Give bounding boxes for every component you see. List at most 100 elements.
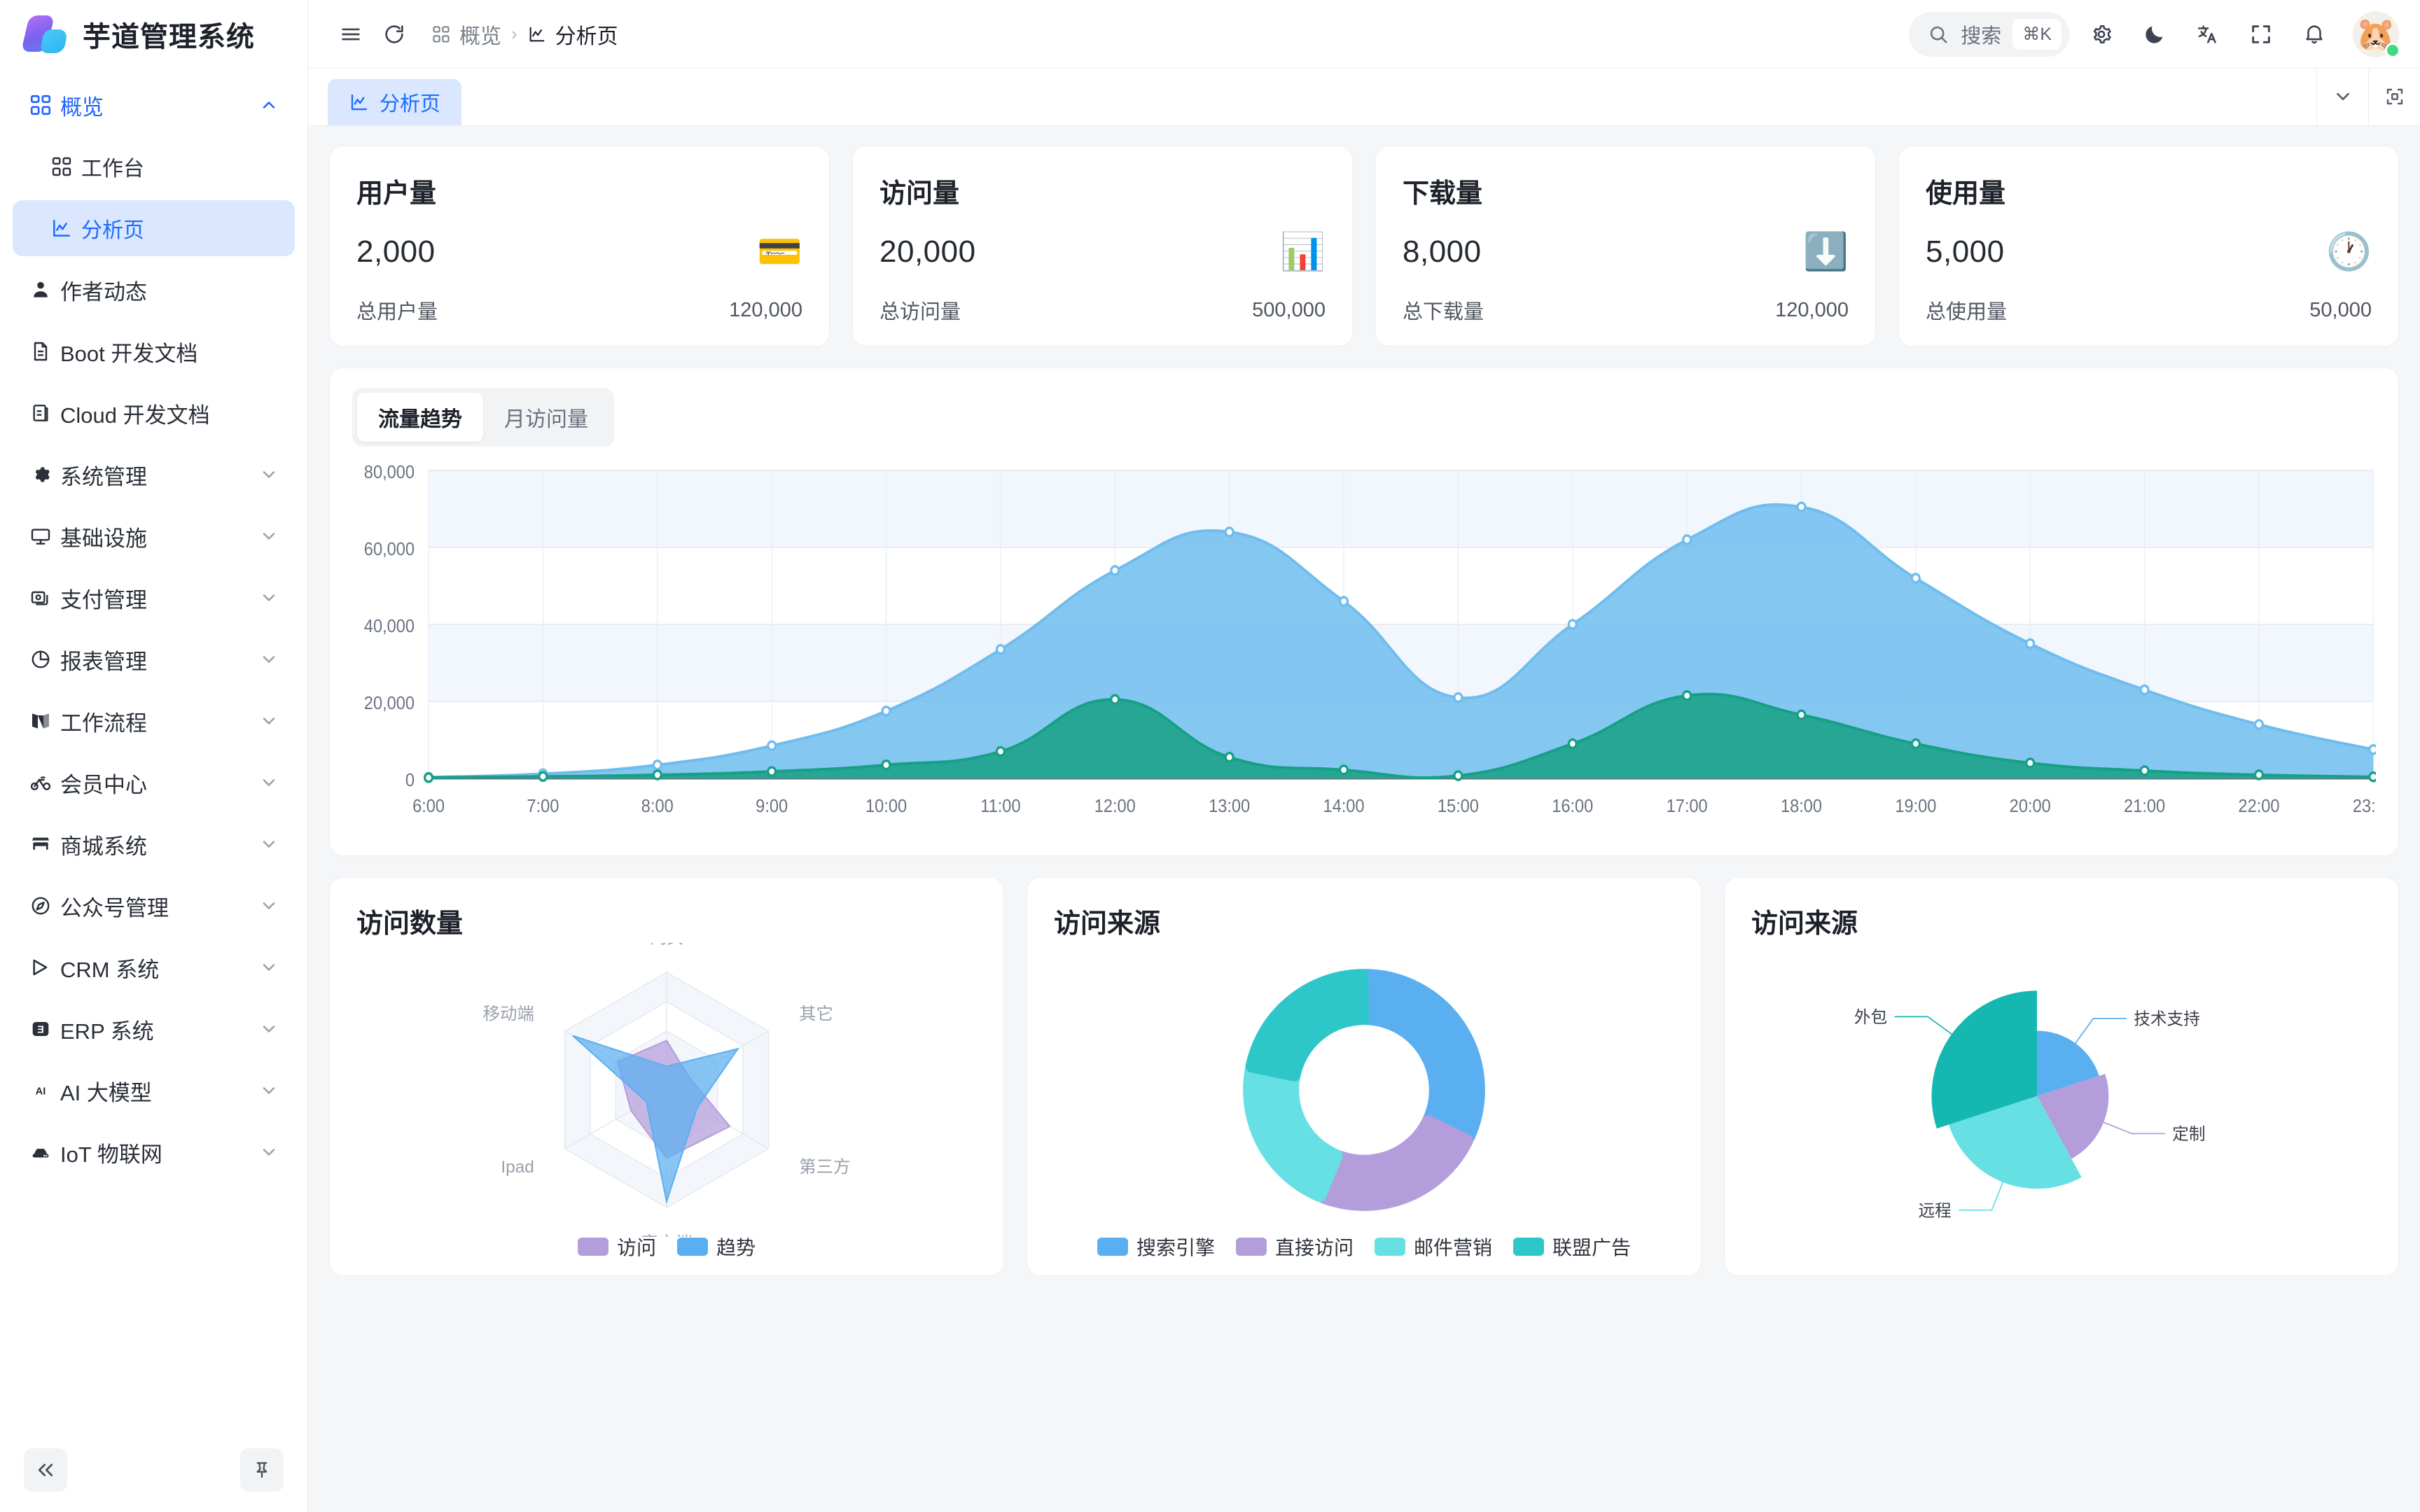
sidebar-item-payment[interactable]: 支付管理 <box>13 570 295 626</box>
chevron-down-icon[interactable] <box>257 1019 281 1039</box>
sidebar-item-label: 支付管理 <box>60 587 147 612</box>
grid-icon <box>46 155 77 178</box>
stat-value: 2,000 <box>356 234 436 269</box>
tab-analysis[interactable]: 分析页 <box>328 79 462 125</box>
legend-item[interactable]: 邮件营销 <box>1375 1233 1492 1261</box>
legend-item[interactable]: 直接访问 <box>1235 1233 1354 1261</box>
chevron-down-icon[interactable] <box>257 896 281 916</box>
gear-icon[interactable] <box>2080 13 2123 56</box>
svg-text:15:00: 15:00 <box>1438 797 1479 816</box>
sidebar-item-cloud-docs[interactable]: Cloud 开发文档 <box>13 385 295 441</box>
svg-text:11:00: 11:00 <box>980 797 1020 816</box>
flow-icon <box>25 710 56 732</box>
chevron-down-icon[interactable] <box>257 834 281 854</box>
legend-item[interactable]: 联盟广告 <box>1513 1233 1631 1261</box>
erp-icon: Ǝ <box>25 1018 56 1040</box>
svg-text:8:00: 8:00 <box>641 797 674 816</box>
topbar-actions: 搜索 ⌘K 🐹 <box>1909 10 2400 58</box>
sidebar-item-boot-docs[interactable]: Boot 开发文档 <box>13 323 295 379</box>
breadcrumb-item-analysis[interactable]: 分析页 <box>527 19 618 50</box>
page-content: 用户量 2,000 💳 总用户量 120,000 访问量 20,000 📊 <box>308 126 2420 1512</box>
sidebar-item-ai[interactable]: AI AI 大模型 <box>13 1063 295 1119</box>
payment-icon <box>25 587 56 609</box>
grid-icon <box>431 24 451 44</box>
svg-text:40,000: 40,000 <box>364 617 415 636</box>
sidebar-item-report[interactable]: 报表管理 <box>13 631 295 687</box>
pin-sidebar-button[interactable] <box>240 1448 284 1492</box>
radar-legend: 访问 趋势 <box>356 1233 977 1261</box>
sidebar: 芋道管理系统 概览 工作台 分析页 作者动态 Boot <box>0 0 308 1512</box>
legend-label: 访问 <box>616 1237 656 1259</box>
stat-foot-value: 500,000 <box>1252 298 1326 321</box>
sidebar-item-workbench[interactable]: 工作台 <box>13 139 295 195</box>
main-area: 概览 › 分析页 搜索 ⌘K <box>308 0 2420 1512</box>
legend-item[interactable]: 趋势 <box>677 1233 756 1261</box>
legend-item[interactable]: 访问 <box>577 1233 656 1261</box>
chevron-down-icon[interactable] <box>257 773 281 792</box>
svg-text:0: 0 <box>405 771 415 790</box>
compass-icon <box>25 895 56 917</box>
segment-monthly-visits[interactable]: 月访问量 <box>504 408 588 431</box>
chevron-down-icon[interactable] <box>257 1142 281 1162</box>
member-icon <box>25 771 56 794</box>
svg-text:AI: AI <box>36 1086 46 1097</box>
moon-icon[interactable] <box>2133 13 2176 56</box>
sidebar-item-system[interactable]: 系统管理 <box>13 447 295 503</box>
sidebar-item-workflow[interactable]: 工作流程 <box>13 693 295 749</box>
svg-text:6:00: 6:00 <box>412 797 445 816</box>
chevron-up-icon[interactable] <box>257 95 281 115</box>
chevron-down-icon[interactable] <box>257 588 281 608</box>
chevron-down-icon[interactable] <box>257 1081 281 1100</box>
stat-title: 用户量 <box>356 179 437 209</box>
breadcrumb-item-overview[interactable]: 概览 <box>431 19 501 50</box>
legend-item[interactable]: 搜索引擎 <box>1097 1233 1215 1261</box>
segment-traffic-trend[interactable]: 流量趋势 <box>357 393 483 442</box>
chevron-down-icon[interactable] <box>257 526 281 546</box>
legend-swatch <box>1235 1238 1267 1256</box>
svg-text:9:00: 9:00 <box>756 797 788 816</box>
search-input[interactable]: 搜索 ⌘K <box>1909 11 2070 57</box>
sidebar-item-iot[interactable]: IoT 物联网 <box>13 1124 295 1180</box>
translate-icon[interactable] <box>2186 13 2230 56</box>
avatar[interactable]: 🐹 <box>2353 10 2400 58</box>
sidebar-item-erp[interactable]: Ǝ ERP 系统 <box>13 1001 295 1057</box>
sidebar-item-mp[interactable]: 公众号管理 <box>13 878 295 934</box>
bell-icon[interactable] <box>2293 13 2336 56</box>
stat-foot-value: 120,000 <box>729 298 802 321</box>
svg-text:20,000: 20,000 <box>364 694 415 713</box>
svg-text:第三方: 第三方 <box>799 1158 850 1177</box>
sidebar-item-member[interactable]: 会员中心 <box>13 755 295 811</box>
chevron-down-icon[interactable] <box>2316 68 2368 125</box>
brand[interactable]: 芋道管理系统 <box>0 0 307 69</box>
sidebar-item-mall[interactable]: 商城系统 <box>13 816 295 872</box>
chevron-down-icon[interactable] <box>257 465 281 484</box>
legend-label: 直接访问 <box>1274 1237 1354 1259</box>
svg-text:Ipad: Ipad <box>501 1158 534 1177</box>
sidebar-item-overview[interactable]: 概览 <box>13 77 295 133</box>
sidebar-item-infrastructure[interactable]: 基础设施 <box>13 508 295 564</box>
collapse-sidebar-button[interactable] <box>24 1448 67 1492</box>
sidebar-item-analysis[interactable]: 分析页 <box>13 200 295 256</box>
sidebar-item-label: 报表管理 <box>60 649 147 674</box>
fullscreen-icon[interactable] <box>2239 13 2283 56</box>
sidebar-item-label: 商城系统 <box>60 834 147 859</box>
stat-value: 8,000 <box>1403 234 1482 269</box>
stat-foot-label: 总下载量 <box>1403 301 1484 323</box>
chevron-down-icon[interactable] <box>257 958 281 977</box>
user-icon <box>25 279 56 301</box>
stat-foot-label: 总访问量 <box>879 301 961 323</box>
status-badge <box>2385 42 2400 58</box>
svg-text:22:00: 22:00 <box>2238 797 2279 816</box>
chart-icon <box>527 24 547 44</box>
chevron-down-icon[interactable] <box>257 711 281 731</box>
svg-text:12:00: 12:00 <box>1094 797 1136 816</box>
hamburger-icon[interactable] <box>329 13 373 56</box>
legend-swatch <box>1097 1238 1128 1256</box>
sidebar-item-author-feed[interactable]: 作者动态 <box>13 262 295 318</box>
maximize-icon[interactable] <box>2368 68 2420 125</box>
refresh-icon[interactable] <box>373 13 416 56</box>
stat-card-row: 用户量 2,000 💳 总用户量 120,000 访问量 20,000 📊 <box>329 146 2399 346</box>
sidebar-item-crm[interactable]: CRM 系统 <box>13 939 295 995</box>
pie-icon <box>25 648 56 671</box>
chevron-down-icon[interactable] <box>257 650 281 669</box>
